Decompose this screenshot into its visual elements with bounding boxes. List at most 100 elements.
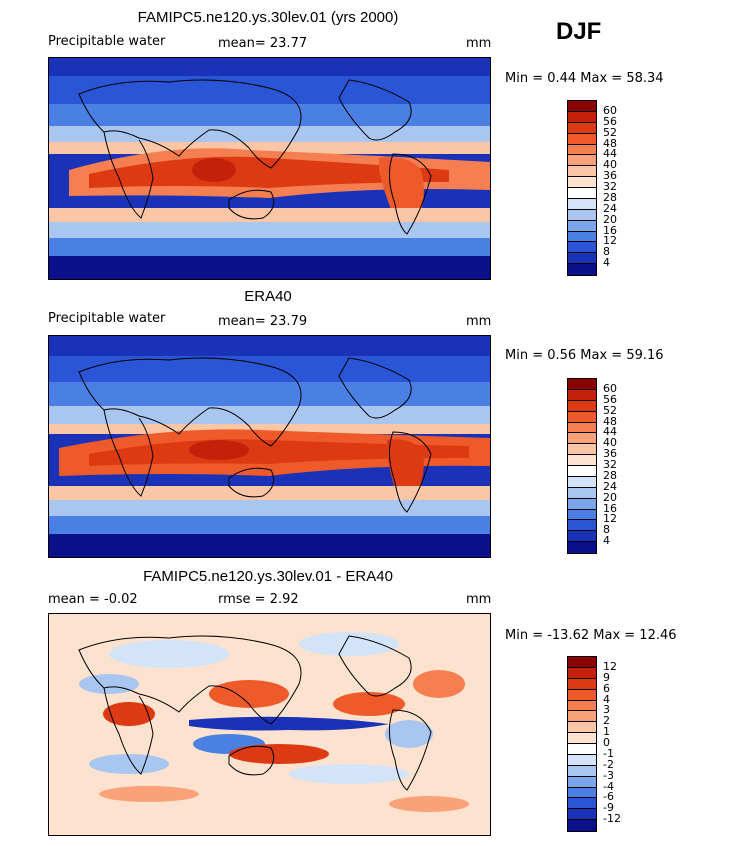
colorbar-segment <box>568 520 596 532</box>
colorbar-tick-label: 28 <box>603 190 617 204</box>
colorbar-tick-label: 36 <box>603 169 617 183</box>
panel-2-range-label: Min = 0.56 Max = 59.16 <box>505 348 664 363</box>
colorbar-tick-label: 9 <box>603 670 610 684</box>
colorbar-segment <box>568 509 596 521</box>
colorbar-segment <box>568 389 596 401</box>
colorbar-tick-label: -1 <box>603 746 614 760</box>
colorbar-tick-label: 16 <box>603 223 617 237</box>
colorbar-tick-label: 56 <box>603 114 617 128</box>
colorbar-segment <box>568 466 596 477</box>
colorbar-tick-label: 28 <box>603 468 617 482</box>
panel-3-mean-label: mean = -0.02 <box>48 592 138 607</box>
panel-2-colorbar-ticks: 60 56 52 48 44 40 36 32 28 24 20 16 12 8 4 <box>603 378 643 552</box>
colorbar-segment <box>568 787 596 799</box>
colorbar-tick-label: 12 <box>603 659 617 673</box>
panel-3-map-svg <box>49 614 490 835</box>
colorbar-segment <box>568 476 596 488</box>
colorbar-tick-label: 20 <box>603 490 617 504</box>
colorbar-tick-label: 56 <box>603 392 617 406</box>
panel-2-mean-label: mean= 23.79 <box>218 314 308 329</box>
colorbar-segment <box>568 422 596 434</box>
colorbar-segment <box>568 101 596 112</box>
colorbar-segment <box>568 209 596 221</box>
panel-1-units-label: mm <box>466 36 492 51</box>
colorbar-segment <box>568 542 596 553</box>
colorbar-tick-label: -9 <box>603 801 614 815</box>
colorbar-segment <box>568 667 596 679</box>
colorbar-tick-label: 1 <box>603 725 610 739</box>
colorbar-tick-label: 44 <box>603 425 617 439</box>
colorbar-tick-label: 60 <box>603 381 617 395</box>
colorbar-tick-label: 6 <box>603 681 610 695</box>
colorbar-tick-label: 4 <box>603 256 610 270</box>
panel-3-colorbar-ticks: 12 9 6 4 3 2 1 0 -1 -2 -3 -4 -6 -9 -12 <box>603 656 643 830</box>
colorbar-tick-label: 24 <box>603 479 617 493</box>
panel-3-units-label: mm <box>466 592 492 607</box>
colorbar-segment <box>568 455 596 466</box>
colorbar-segment <box>568 231 596 243</box>
colorbar-tick-label: 52 <box>603 403 617 417</box>
colorbar-segment <box>568 744 596 755</box>
panel-1-colorbar-ticks: 60 56 52 48 44 40 36 32 28 24 20 16 12 8 4 <box>603 100 643 274</box>
colorbar-segment <box>568 678 596 690</box>
colorbar-segment <box>568 188 596 199</box>
colorbar-segment <box>568 722 596 734</box>
colorbar-tick-label: 8 <box>603 523 610 537</box>
colorbar-tick-label: 2 <box>603 714 610 728</box>
colorbar-tick-label: -6 <box>603 790 614 804</box>
panel-1-colorbar <box>567 100 597 276</box>
panel-1-mean-label: mean= 23.77 <box>218 36 308 51</box>
panel-3-map <box>48 613 491 836</box>
panel-3-colorbar <box>567 656 597 832</box>
colorbar-segment <box>568 155 596 167</box>
colorbar-tick-label: 60 <box>603 103 617 117</box>
colorbar-tick-label: 40 <box>603 436 617 450</box>
colorbar-tick-label: -4 <box>603 779 614 793</box>
colorbar-tick-label: 24 <box>603 201 617 215</box>
colorbar-segment <box>568 765 596 777</box>
colorbar-tick-label: -2 <box>603 757 614 771</box>
colorbar-tick-label: 12 <box>603 234 617 248</box>
colorbar-segment <box>568 531 596 543</box>
colorbar-segment <box>568 700 596 712</box>
panel-2-variable-label: Precipitable water <box>48 311 166 326</box>
colorbar-tick-label: 48 <box>603 414 617 428</box>
colorbar-tick-label: 3 <box>603 703 610 717</box>
colorbar-tick-label: 32 <box>603 458 617 471</box>
colorbar-segment <box>568 733 596 744</box>
panel-2-title: ERA40 <box>244 288 292 305</box>
panel-1-map-svg <box>49 58 490 279</box>
panel-3-range-label: Min = -13.62 Max = 12.46 <box>505 628 677 643</box>
colorbar-segment <box>568 253 596 265</box>
colorbar-segment <box>568 133 596 145</box>
colorbar-tick-label: -12 <box>603 812 621 826</box>
colorbar-tick-label: 48 <box>603 136 617 150</box>
colorbar-segment <box>568 809 596 821</box>
panel-3-rmse-label: rmse = 2.92 <box>218 592 299 607</box>
panel-2-colorbar <box>567 378 597 554</box>
colorbar-tick-label: 4 <box>603 534 610 548</box>
colorbar-tick-label: 12 <box>603 512 617 526</box>
colorbar-segment <box>568 798 596 810</box>
colorbar-tick-label: 40 <box>603 158 617 172</box>
panel-3-title: FAMIPC5.ne120.ys.30lev.01 - ERA40 <box>143 568 393 585</box>
panel-1-title: FAMIPC5.ne120.ys.30lev.01 (yrs 2000) <box>137 9 399 26</box>
panel-2-map <box>48 335 491 558</box>
colorbar-tick-label: 32 <box>603 180 617 193</box>
colorbar-segment <box>568 820 596 831</box>
colorbar-segment <box>568 711 596 723</box>
colorbar-segment <box>568 754 596 766</box>
colorbar-segment <box>568 264 596 275</box>
panel-2-map-svg <box>49 336 490 557</box>
colorbar-segment <box>568 220 596 232</box>
colorbar-segment <box>568 487 596 499</box>
colorbar-tick-label: 36 <box>603 447 617 461</box>
season-label: DJF <box>556 18 602 45</box>
colorbar-segment <box>568 433 596 445</box>
colorbar-tick-label: 0 <box>603 736 610 749</box>
colorbar-segment <box>568 411 596 423</box>
panel-1-range-label: Min = 0.44 Max = 58.34 <box>505 71 664 86</box>
colorbar-tick-label: -3 <box>603 768 614 782</box>
colorbar-segment <box>568 657 596 668</box>
colorbar-segment <box>568 379 596 390</box>
